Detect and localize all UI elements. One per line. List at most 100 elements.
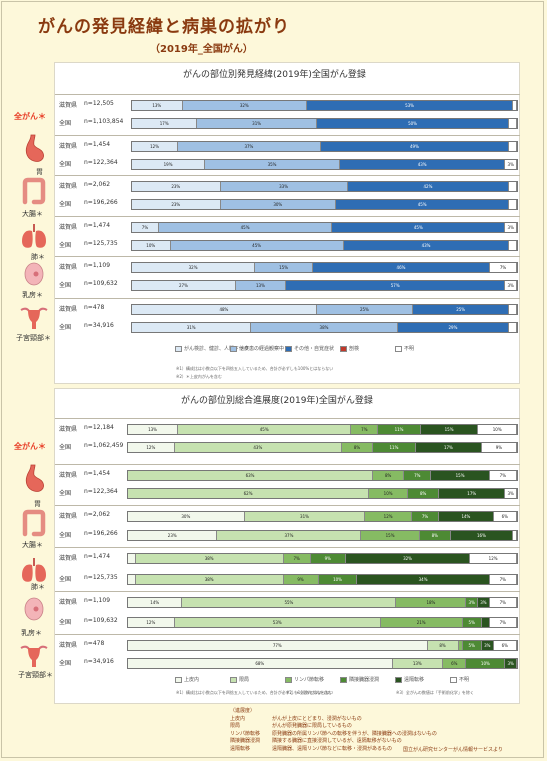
group-divider: [55, 216, 520, 217]
chart2-title: がんの部位別総合進展度(2019年)全国がん登録: [181, 396, 373, 406]
sample-size: n=125,735: [84, 240, 118, 247]
sample-size: n=109,632: [84, 617, 118, 624]
bar-segment: 7%: [411, 512, 440, 521]
data-label: 17%: [467, 491, 477, 496]
legend-label: 他疾患の経過観察中: [239, 346, 285, 352]
sample-size: n=2,062: [84, 181, 111, 188]
glossary-item: 上皮内 がんが上皮にとどまり、浸潤がないもの: [230, 715, 362, 722]
data-label: 25%: [456, 307, 466, 312]
bar-segment: 23%: [132, 200, 221, 209]
data-label: 12%: [146, 620, 156, 625]
footnote: ※3）全がんの数値は「手術前化学」を除く: [396, 690, 474, 695]
site-label: 子宮頸部＊: [16, 334, 51, 342]
data-label: 7%: [414, 473, 421, 478]
data-label: 42%: [423, 184, 433, 189]
group-divider: [55, 418, 520, 419]
data-label: 45%: [259, 427, 269, 432]
area-label: 全国: [59, 201, 72, 208]
legend-label: がん検診、健診、人間ドック: [184, 346, 250, 352]
data-label: 63%: [245, 473, 255, 478]
bar-segment: 10%: [466, 659, 506, 668]
legend-swatch: [395, 676, 402, 683]
stacked-bar: 32% 15% 46% 7%: [131, 262, 518, 273]
bar-segment: 37%: [217, 531, 362, 540]
bar-segment: 37%: [178, 142, 321, 151]
lung-icon: [22, 224, 46, 248]
bar-segment: 32%: [345, 554, 471, 563]
bar-segment: 16%: [450, 531, 514, 540]
table-row: 全国 n=196,266 23% 37% 15% 8% 16%: [55, 527, 520, 545]
area-label: 全国: [59, 660, 72, 667]
bar-segment: 45%: [170, 241, 344, 250]
glossary-heading: （進展度）: [230, 708, 256, 714]
group-divider: [55, 591, 520, 592]
data-label: 8%: [384, 473, 392, 478]
stacked-bar: 12% 37% 49%: [131, 141, 518, 152]
bar-segment: [513, 101, 517, 110]
bar-segment: 3%: [505, 489, 517, 498]
data-label: 7%: [293, 556, 300, 561]
data-label: 45%: [240, 225, 250, 230]
data-label: 77%: [272, 643, 282, 648]
bar-segment: 6%: [493, 641, 517, 650]
stacked-bar: 38% 7% 9% 32% 12%: [127, 553, 518, 564]
data-label: 5%: [468, 620, 475, 625]
legend-swatch: [230, 676, 237, 683]
data-label: 32%: [188, 265, 198, 270]
data-label: 25%: [359, 307, 369, 312]
data-label: 13%: [256, 283, 265, 288]
data-label: 17%: [443, 445, 453, 450]
legend-label: 隣接臓器浸潤: [349, 677, 380, 683]
data-label: 13%: [412, 661, 422, 666]
footnote: ※2）＊上皮内がんを含む: [176, 374, 222, 379]
bar-segment: [509, 241, 517, 250]
data-label: 23%: [171, 184, 181, 189]
data-label: 30%: [273, 202, 283, 207]
area-label: 全国: [59, 490, 72, 497]
bar-segment: 77%: [128, 641, 428, 650]
bar-segment: 23%: [132, 182, 221, 191]
data-label: 15%: [385, 533, 395, 538]
table-row: 全国 n=122,364 62% 10% 8% 17% 3%: [55, 485, 520, 503]
bar-segment: 15%: [420, 425, 479, 434]
bar-segment: 6%: [443, 659, 467, 668]
bar-segment: 12%: [132, 142, 179, 151]
group-divider: [55, 175, 520, 176]
data-label: 48%: [219, 307, 229, 312]
data-label: 8%: [431, 533, 438, 538]
data-label: 13%: [148, 427, 157, 432]
table-row: 滋賀県 n=12,184 13% 45% 7% 11% 15% 10%: [55, 421, 520, 439]
stacked-bar: 30% 31% 12% 7% 14% 6%: [127, 511, 518, 522]
data-label: 11%: [389, 445, 399, 450]
table-row: 全国 n=1,062,459 12% 43% 8% 11% 17% 9%: [55, 439, 520, 457]
bar-segment: 25%: [316, 305, 414, 314]
data-label: 9%: [297, 577, 304, 582]
bar-segment: 10%: [318, 575, 358, 584]
bar-segment: 7%: [490, 263, 517, 272]
site-label: 肺＊: [31, 253, 45, 261]
stacked-bar: 10% 45% 43%: [131, 240, 518, 251]
stacked-bar: 63% 8% 7% 15% 7%: [127, 470, 518, 481]
data-label: 7%: [499, 600, 506, 605]
bar-segment: 31%: [244, 512, 366, 521]
bar-segment: 68%: [128, 659, 393, 668]
footnote: ※1）構成比は小数点以下を四捨五入しているため、合計が必ずしも100%とはならな…: [176, 690, 334, 695]
group-divider: [55, 298, 520, 299]
data-label: 6%: [501, 643, 508, 648]
data-label: 10%: [383, 491, 393, 496]
stacked-bar: 77% 8% 5% 3% 6%: [127, 640, 518, 651]
bar-segment: 33%: [220, 182, 348, 191]
stacked-bar: 31% 38% 29%: [131, 322, 518, 333]
bar-segment: 9%: [481, 443, 517, 452]
bar-segment: 49%: [320, 142, 510, 151]
area-label: 滋賀県: [59, 599, 78, 606]
legend-item: リンパ節転移: [285, 676, 324, 683]
data-label: 35%: [267, 162, 277, 167]
data-label: 31%: [300, 514, 309, 519]
sample-size: n=122,364: [84, 488, 118, 495]
table-row: 全国 n=125,735 10% 45% 43%: [55, 237, 520, 255]
stacked-bar: 12% 53% 21% 5% 7%: [127, 617, 518, 628]
data-label: 15%: [444, 427, 454, 432]
page-subtitle: （2019年_全国がん）: [150, 44, 253, 55]
legend-item: 他疾患の経過観察中: [230, 345, 284, 352]
